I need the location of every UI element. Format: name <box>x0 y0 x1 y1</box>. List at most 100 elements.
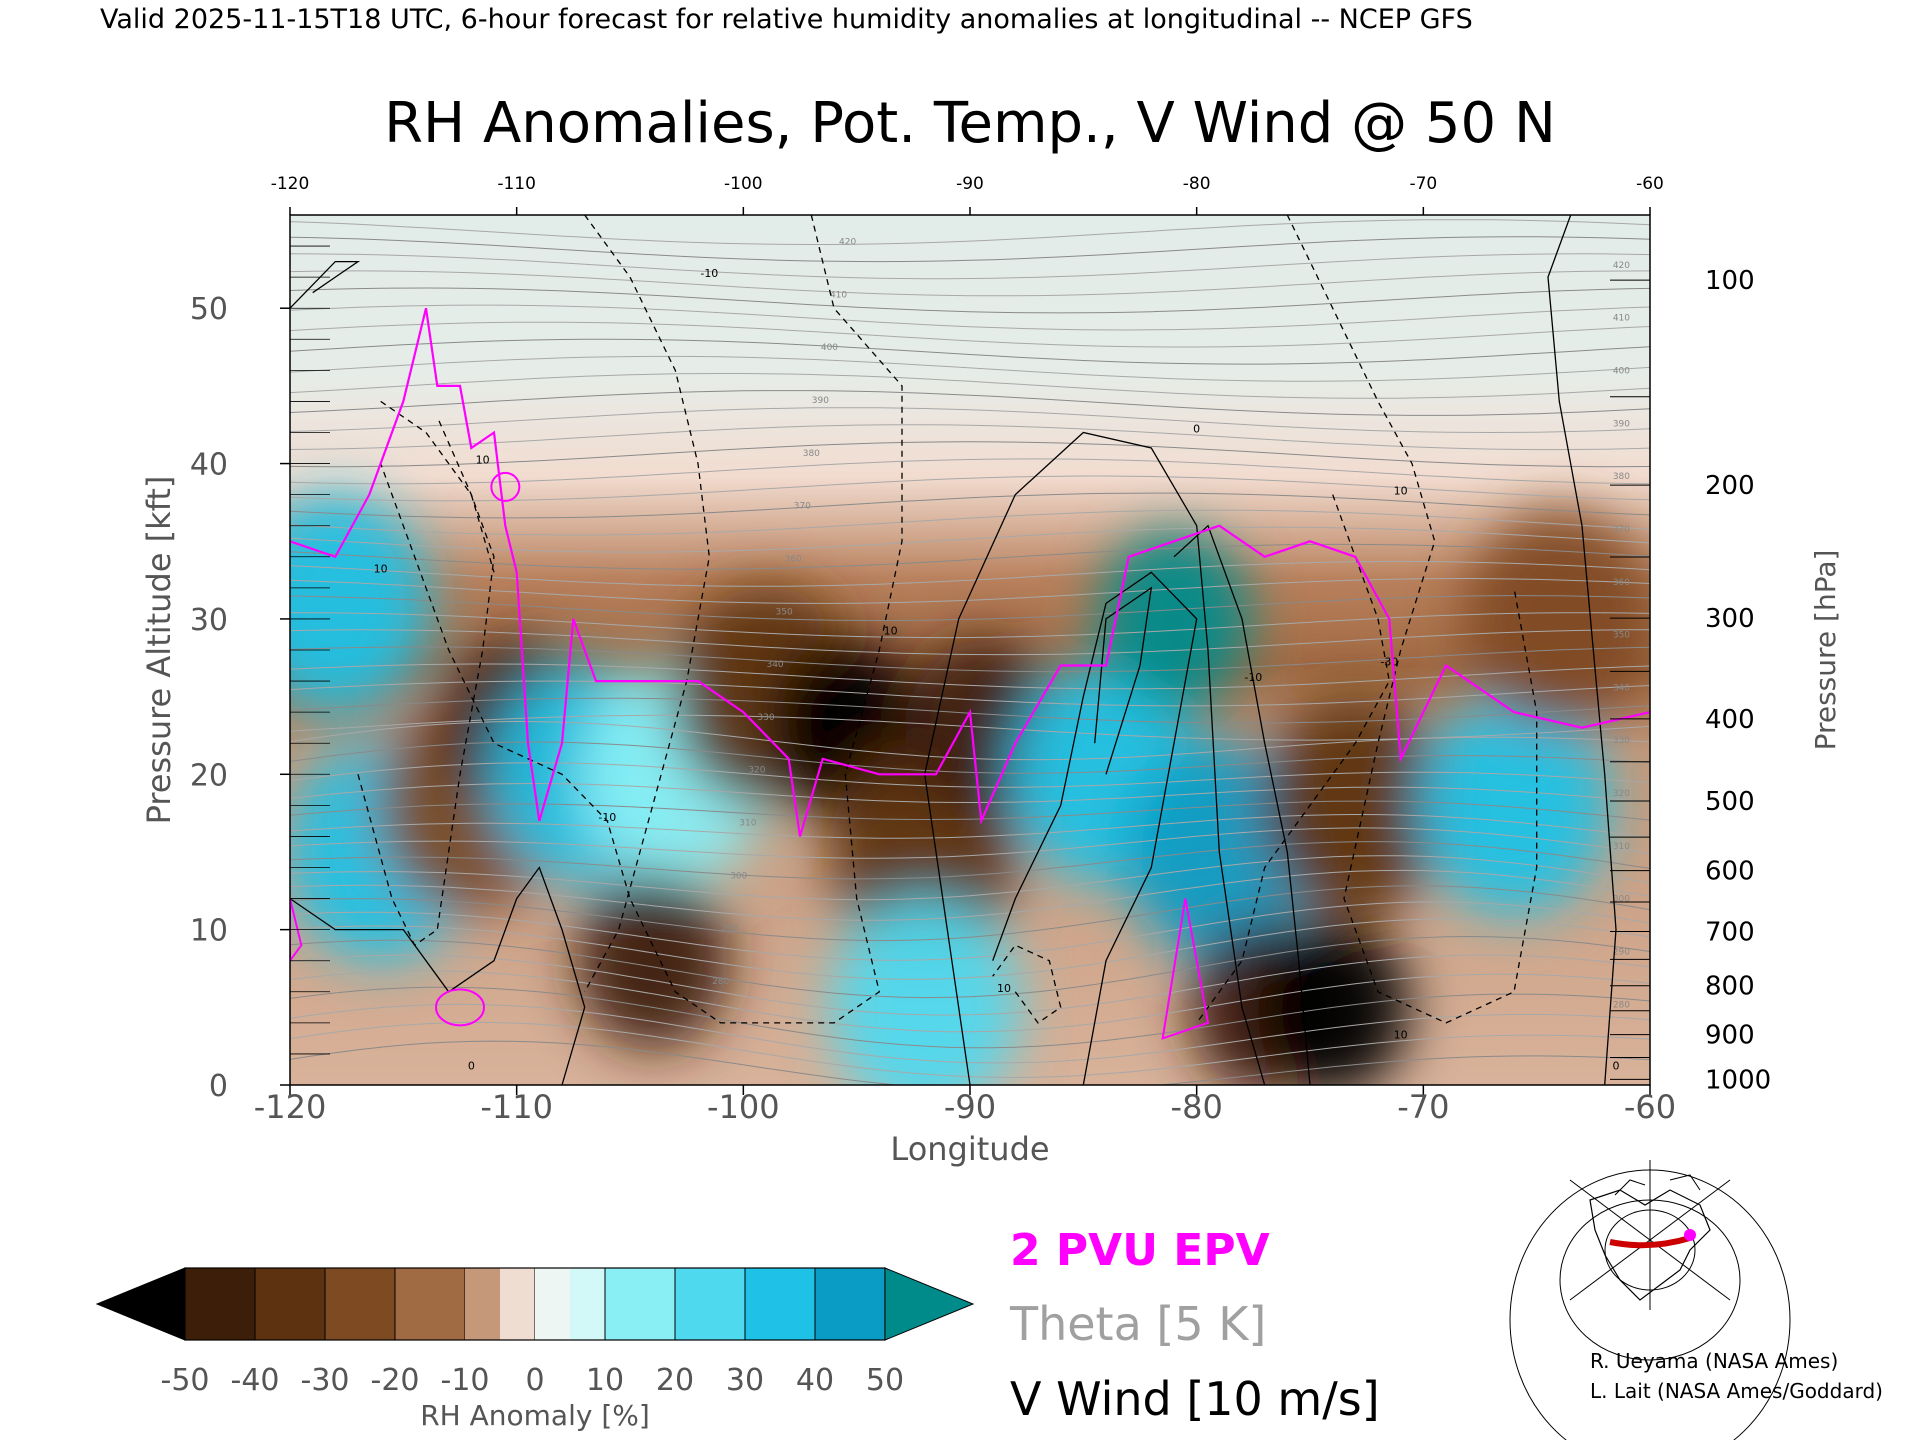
theta-line <box>290 629 1650 656</box>
theta-line <box>290 954 1650 1016</box>
v-wind-label: -10 <box>1244 671 1262 684</box>
y-tick-label-left: 40 <box>190 448 228 483</box>
v-wind-positive-line <box>1173 524 1311 1085</box>
rh-anomaly-blob <box>1464 508 1650 729</box>
theta-line <box>290 970 1650 1033</box>
axes: -120 -110 -100 -90 -80 -70 -60-120 -110 -100 -90-… <box>190 174 1771 1126</box>
colorbar-tick-label: 50 <box>866 1363 904 1398</box>
colorbar-tick-label: -20 <box>371 1363 420 1398</box>
v-wind-label: 0 <box>468 1059 475 1072</box>
theta-line <box>290 612 1650 639</box>
colorbar-tick-label: 20 <box>656 1363 694 1398</box>
theta-label: 320 <box>1613 789 1630 799</box>
v-wind-label: -10 <box>598 811 616 824</box>
theta-label: 350 <box>1613 631 1630 641</box>
v-wind-label: 0 <box>1193 423 1200 436</box>
y-tick-label-right: 1000 <box>1705 1065 1771 1095</box>
theta-label: 290 <box>721 924 738 934</box>
theta-line <box>290 762 1650 788</box>
colorbar-label: RH Anomaly [%] <box>420 1399 650 1432</box>
theta-label: 380 <box>803 449 820 459</box>
v-wind-label: 10 <box>997 982 1011 995</box>
x-top-tick-label: -80 <box>1183 174 1211 194</box>
colorbar-tick-label: 0 <box>525 1363 544 1398</box>
theta-line <box>290 424 1650 451</box>
v-wind-positive-line <box>992 571 1198 1085</box>
theta-line <box>290 253 1650 280</box>
rh-anomaly-blob <box>829 897 1020 1085</box>
theta-line <box>290 509 1650 536</box>
v-wind-negative-line <box>380 215 903 1024</box>
theta-label: 360 <box>1613 578 1630 588</box>
epv-loop <box>1161 898 1210 1040</box>
v-wind-positive-line <box>290 866 586 1085</box>
v-wind-label: 10 <box>374 562 388 575</box>
y-tick-label-right: 200 <box>1705 471 1755 501</box>
legend-vwind: V Wind [10 m/s] <box>1010 1372 1380 1426</box>
theta-label: 320 <box>748 766 765 776</box>
theta-label: 280 <box>1613 1000 1630 1010</box>
colorbar-tick-label: -50 <box>161 1363 210 1398</box>
colorbar: -50 -40 -30 -20 -10 0 10 20 30 40 50 <box>95 1267 975 1398</box>
x-tick-label: -100 <box>707 1088 780 1126</box>
theta-line <box>290 1021 1650 1079</box>
theta-line <box>290 741 1650 774</box>
theta-label: 380 <box>1613 472 1630 482</box>
y-tick-label-left: 0 <box>209 1069 228 1104</box>
theta-line <box>290 543 1650 570</box>
colorbar-tick-label: -10 <box>441 1363 490 1398</box>
theta-line <box>290 287 1650 314</box>
plot-area: 280 280 290 290 300 300 310 310 320 320 330 330 340 3… <box>289 214 1651 1086</box>
rh-anomaly-blob <box>576 872 729 1049</box>
theta-line <box>290 855 1650 901</box>
valid-line: Valid 2025-11-15T18 UTC, 6-hour forecast… <box>100 4 1473 35</box>
theta-line <box>290 321 1650 348</box>
theta-label: 410 <box>1613 314 1630 324</box>
x-tick-label: -60 <box>1624 1088 1676 1126</box>
theta-label: 300 <box>730 871 747 881</box>
rh-anomaly-blob <box>1260 695 1451 916</box>
epv-2pvu-contour <box>290 307 1650 1040</box>
v-wind-label: 10 <box>1394 485 1408 498</box>
colorbar-over-arrow <box>884 1267 975 1341</box>
theta-line <box>290 304 1650 331</box>
x-top-tick-label: -90 <box>956 174 984 194</box>
v-wind-negative-line <box>380 400 495 573</box>
theta-label: 310 <box>1613 842 1630 852</box>
x-tick-label: -110 <box>480 1088 553 1126</box>
theta-line <box>290 869 1650 921</box>
x-axis-label: Longitude <box>890 1130 1049 1168</box>
x-top-tick-label: -60 <box>1636 174 1664 194</box>
theta-line <box>290 219 1650 245</box>
credit-line-1: R. Ueyama (NASA Ames) <box>1590 1349 1838 1373</box>
v-wind-negative-line <box>357 416 495 947</box>
epv-loop <box>290 898 303 963</box>
theta-line <box>290 841 1650 880</box>
theta-line <box>290 475 1650 502</box>
y-tick-label-right: 700 <box>1705 918 1755 948</box>
theta-label: 400 <box>821 343 838 353</box>
colorbar-segment <box>674 1267 746 1341</box>
colorbar-segment <box>184 1267 256 1341</box>
y-tick-label-right: 600 <box>1705 857 1755 887</box>
v-wind-label: -10 <box>700 267 718 280</box>
theta-line <box>290 663 1650 690</box>
y-tick-label-left: 50 <box>190 292 228 327</box>
legend-theta: Theta [5 K] <box>1009 1297 1266 1351</box>
v-wind-positive-line <box>1547 215 1617 1085</box>
theta-line <box>290 986 1650 1049</box>
rh-anomaly-blob <box>1098 530 1250 707</box>
theta-line <box>290 800 1650 821</box>
theta-line <box>290 355 1650 382</box>
theta-line <box>290 827 1650 859</box>
theta-line <box>290 714 1650 741</box>
colorbar-tick-label: 30 <box>726 1363 764 1398</box>
colorbar-segment <box>744 1267 816 1341</box>
x-top-tick-label: -120 <box>271 174 310 194</box>
x-tick-label: -120 <box>254 1088 327 1126</box>
x-top-tick-label: -70 <box>1409 174 1437 194</box>
theta-label: 370 <box>1613 525 1630 535</box>
theta-label: 420 <box>839 238 856 248</box>
theta-line <box>290 390 1650 416</box>
